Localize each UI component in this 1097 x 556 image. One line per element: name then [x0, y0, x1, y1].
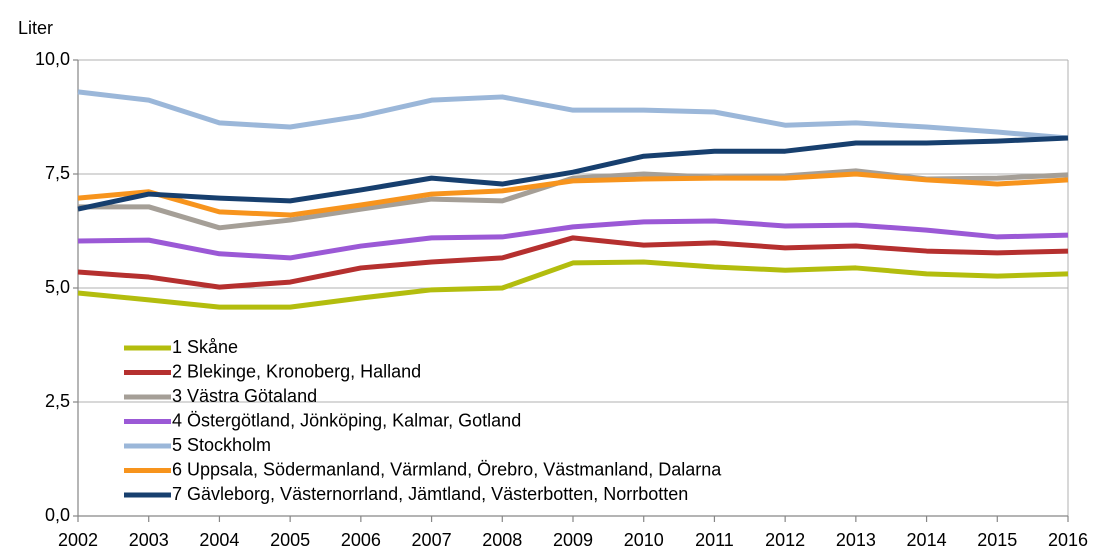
legend-label: 2 Blekinge, Kronoberg, Halland: [172, 361, 421, 381]
x-tick-label: 2016: [1048, 530, 1088, 550]
y-tick-label: 0,0: [45, 505, 70, 525]
series-line: [77, 89, 1069, 141]
x-tick-label: 2014: [907, 530, 947, 550]
x-tick-label: 2002: [58, 530, 98, 550]
y-tick-label: 7,5: [45, 163, 70, 183]
y-tick-label: 2,5: [45, 391, 70, 411]
legend-label: 4 Östergötland, Jönköping, Kalmar, Gotla…: [172, 410, 521, 430]
x-tick-label: 2010: [624, 530, 664, 550]
y-tick-label: 10,0: [35, 49, 70, 69]
x-tick-label: 2013: [836, 530, 876, 550]
x-tick-label: 2006: [341, 530, 381, 550]
y-axis-label: Liter: [18, 18, 53, 38]
x-tick-label: 2007: [412, 530, 452, 550]
series-line: [77, 218, 1069, 261]
series-line: [77, 235, 1069, 290]
x-tick-label: 2011: [695, 530, 734, 550]
x-tick-label: 2003: [129, 530, 169, 550]
x-tick-label: 2012: [765, 530, 805, 550]
legend-label: 6 Uppsala, Södermanland, Värmland, Örebr…: [172, 459, 722, 479]
legend-label: 7 Gävleborg, Västernorrland, Jämtland, V…: [172, 484, 688, 504]
x-tick-label: 2005: [270, 530, 310, 550]
legend-label: 1 Skåne: [172, 337, 238, 357]
x-tick-label: 2008: [482, 530, 522, 550]
legend-label: 3 Västra Götaland: [172, 386, 317, 406]
series-line: [77, 259, 1069, 310]
series-line: [77, 171, 1069, 218]
series-line: [77, 135, 1069, 212]
x-tick-label: 2015: [977, 530, 1017, 550]
x-tick-label: 2004: [199, 530, 239, 550]
legend-label: 5 Stockholm: [172, 435, 271, 455]
y-tick-label: 5,0: [45, 277, 70, 297]
x-tick-label: 2009: [553, 530, 593, 550]
